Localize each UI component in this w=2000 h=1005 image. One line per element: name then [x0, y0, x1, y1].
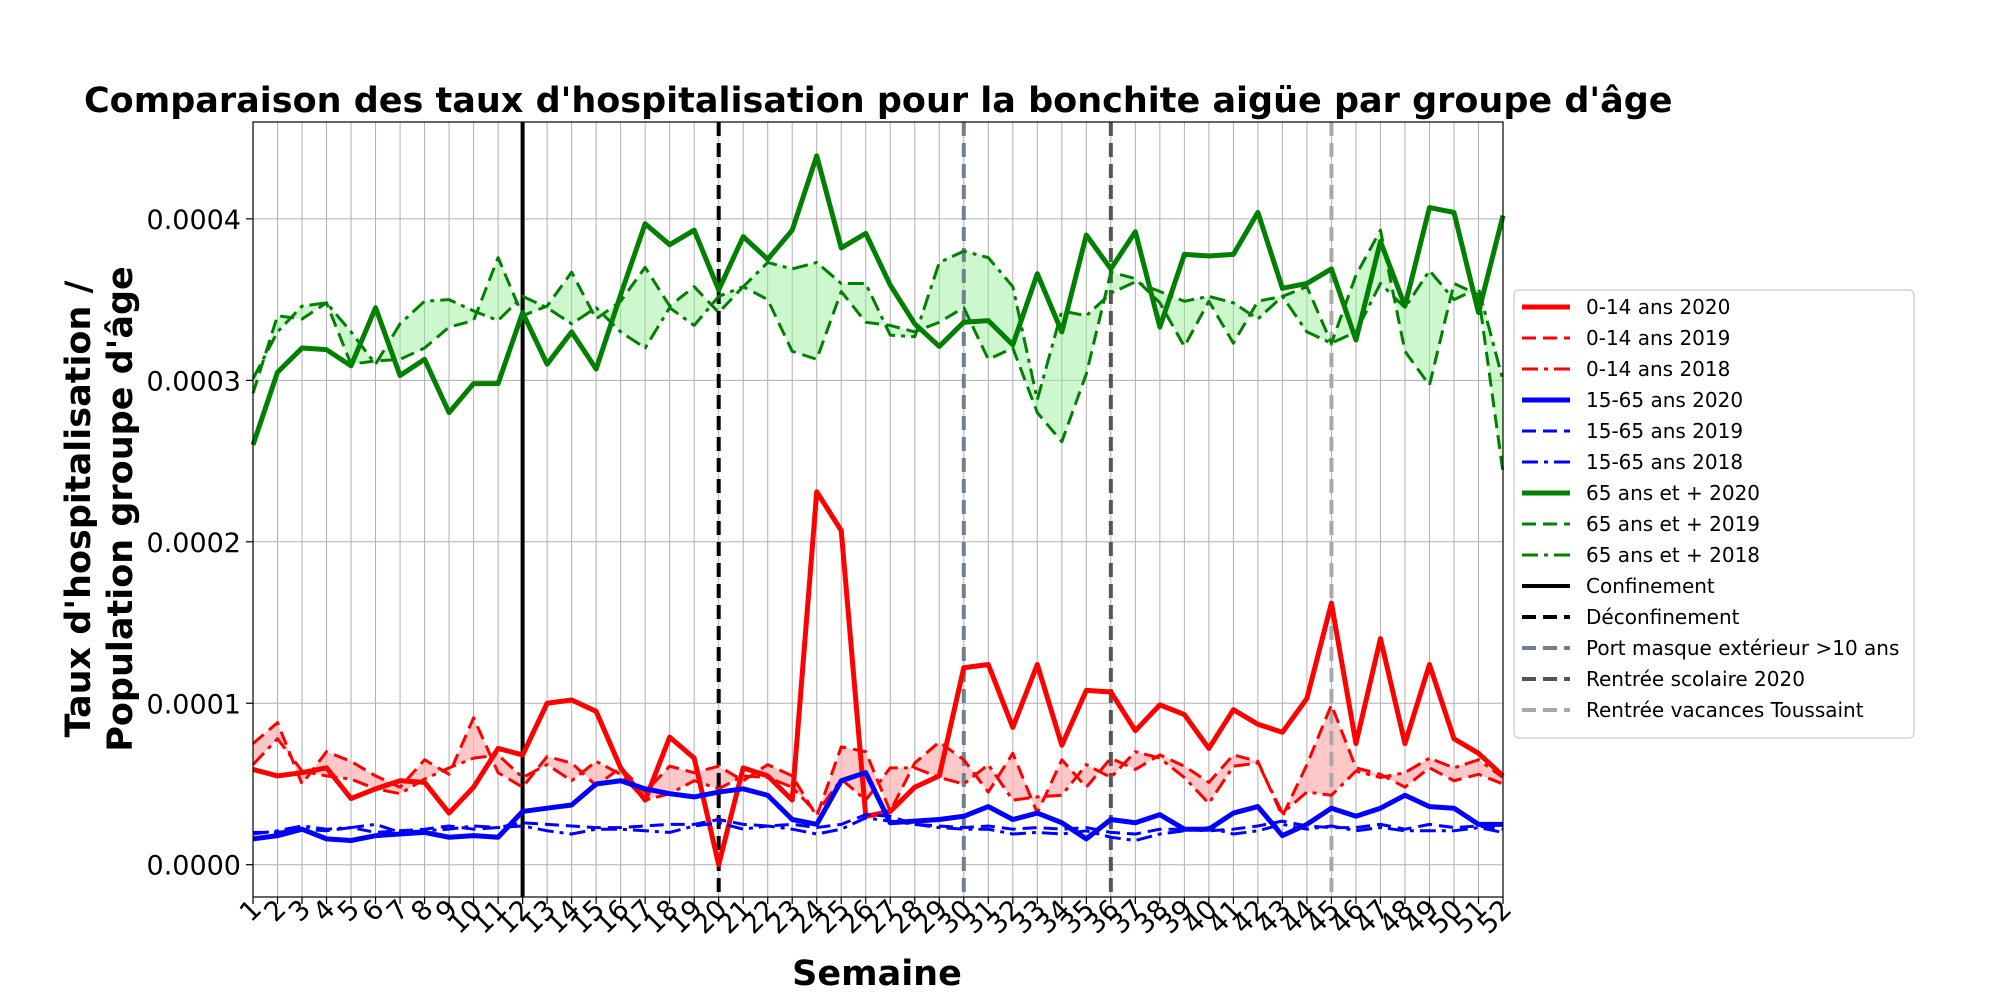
legend-entry-rentree-scolaire-2020: Rentrée scolaire 2020 [1586, 667, 1805, 691]
series-layer [250, 153, 1506, 868]
legend-box [1513, 289, 1915, 739]
chart-title: Comparaison des taux d'hospitalisation p… [84, 81, 1673, 121]
legend-entry-15-65-ans-2019: 15-65 ans 2019 [1586, 419, 1743, 443]
y-axis-label-line-1: Taux d'hospitalisation / [59, 280, 99, 737]
series-15-65-ans-2018 [252, 816, 1504, 842]
series-65-ans-et-2019 [251, 228, 1505, 473]
series-0-14-ans-2020 [252, 489, 1505, 868]
legend: 0-14 ans 2020 0-14 ans 2019 0-14 ans 2018 1… [1513, 289, 1915, 739]
y-tick-label: 0.0001 [147, 689, 241, 720]
legend-entry-rentree-vacances-toussaint: Rentrée vacances Toussaint [1586, 698, 1864, 722]
x-axis-label: Semaine [792, 954, 962, 994]
series-15-65-ans-2019 [253, 813, 1504, 836]
series-65-ans-et-2018 [251, 249, 1505, 402]
series-0-14-ans-2018 [251, 737, 1504, 815]
series-65-ans-et-2020 [250, 153, 1506, 446]
series-15-65-ans-2020 [252, 770, 1503, 843]
y-tick-label: 0.0002 [147, 528, 241, 559]
legend-entry-confinement: Confinement [1586, 574, 1715, 598]
x-axis-ticks: 1234567891011121314151617181920212223242… [234, 894, 1518, 940]
legend-entry-65-ans-et-2018: 65 ans et + 2018 [1586, 543, 1760, 567]
legend-entry-65-ans-et-2020: 65 ans et + 2020 [1586, 481, 1760, 505]
legend-entry-0-14-ans-2020: 0-14 ans 2020 [1586, 295, 1730, 319]
legend-entry-15-65-ans-2020: 15-65 ans 2020 [1586, 388, 1743, 412]
y-tick-label: 0.0000 [147, 851, 241, 882]
fill-layer [253, 230, 1503, 817]
y-tick-label: 0.0004 [147, 205, 241, 236]
legend-entry-deconfinement: Déconfinement [1586, 605, 1740, 629]
y-axis-ticks: 0.0000 0.0001 0.0002 0.0003 0.0004 [147, 205, 253, 882]
plot-frame [252, 121, 1504, 898]
fill-between-area [253, 230, 1503, 473]
y-axis-label-line-2: Population groupe d'âge [101, 266, 141, 752]
y-tick-label: 0.0003 [147, 366, 241, 397]
legend-entry-port-masque-exterieur-10-ans: Port masque extérieur >10 ans [1586, 636, 1899, 660]
legend-entry-15-65-ans-2018: 15-65 ans 2018 [1586, 450, 1743, 474]
legend-entry-0-14-ans-2019: 0-14 ans 2019 [1586, 326, 1730, 350]
legend-entry-0-14-ans-2018: 0-14 ans 2018 [1586, 357, 1730, 381]
legend-entry-65-ans-et-2019: 65 ans et + 2019 [1586, 512, 1760, 536]
